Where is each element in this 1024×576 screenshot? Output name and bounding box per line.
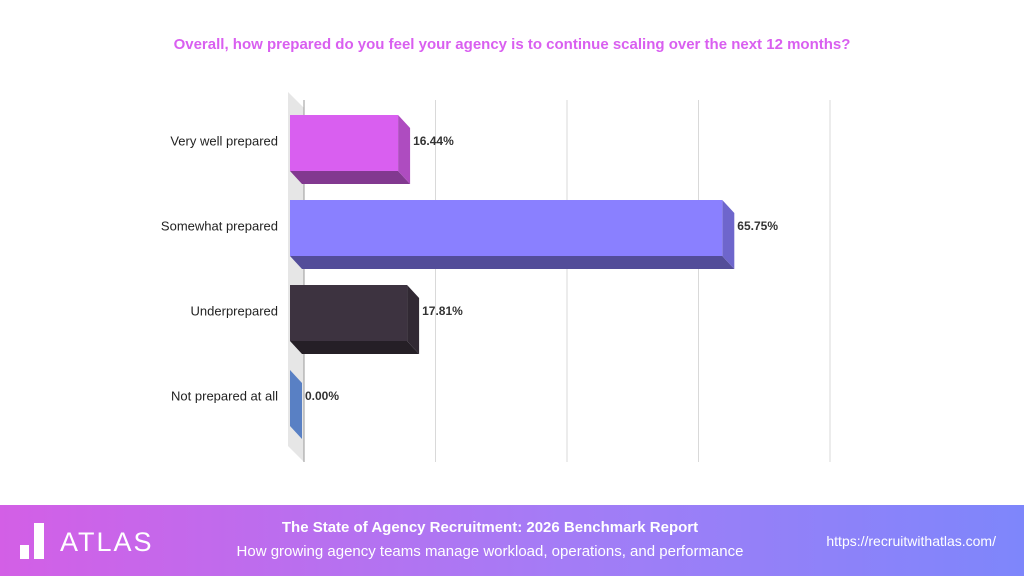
value-label: 17.81%	[422, 304, 463, 318]
bar-bottom	[290, 171, 411, 184]
bar-side	[290, 370, 302, 439]
bar	[290, 285, 408, 341]
bar	[290, 115, 399, 171]
y-tick-label: Somewhat prepared	[161, 218, 278, 233]
y-tick-label: Not prepared at all	[171, 388, 278, 403]
footer-title: The State of Agency Recruitment: 2026 Be…	[281, 519, 699, 536]
axis-wall	[288, 92, 304, 462]
value-label: 0.00%	[305, 389, 339, 403]
bar	[290, 200, 723, 256]
footer-subtitle: How growing agency teams manage workload…	[236, 543, 744, 560]
footer-url[interactable]: https://recruitwithatlas.com/	[826, 533, 996, 549]
bar-bottom	[290, 256, 735, 269]
value-label: 65.75%	[737, 219, 778, 233]
chart: Overall, how prepared do you feel your a…	[161, 36, 851, 462]
y-tick-label: Very well prepared	[170, 133, 278, 148]
footer: ATLAS The State of Agency Recruitment: 2…	[0, 505, 1024, 576]
logo-icon	[20, 523, 44, 559]
bar-bottom	[290, 341, 420, 354]
bar-side	[398, 115, 411, 184]
bar-side	[407, 285, 420, 354]
chart-title: Overall, how prepared do you feel your a…	[174, 36, 851, 53]
y-tick-label: Underprepared	[191, 303, 278, 318]
value-label: 16.44%	[413, 134, 454, 148]
logo-text: ATLAS	[60, 527, 154, 557]
bar-side	[722, 200, 735, 269]
